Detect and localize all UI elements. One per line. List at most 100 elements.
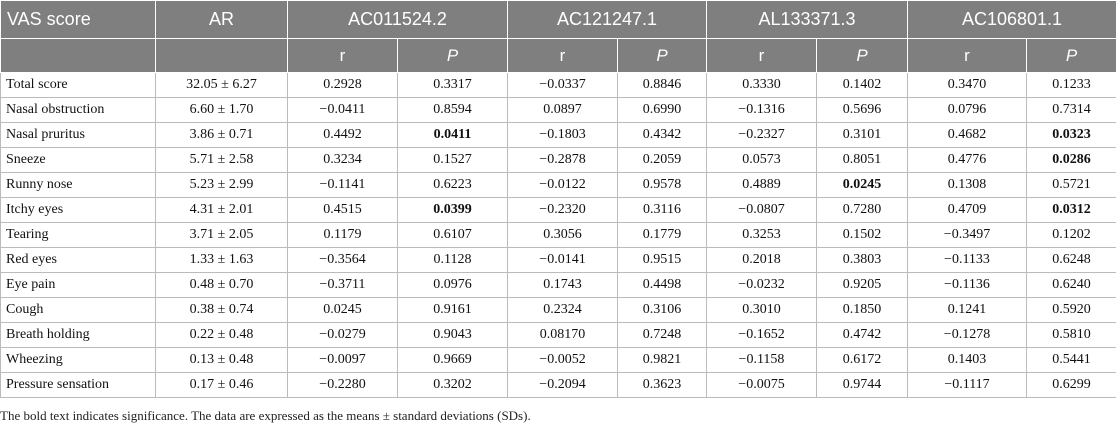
table-cell: 0.0897 bbox=[507, 97, 618, 123]
table-cell: 6.60 ± 1.70 bbox=[155, 97, 288, 123]
table-cell: 0.48 ± 0.70 bbox=[155, 272, 288, 298]
table-cell: 0.2928 bbox=[287, 72, 398, 98]
table-cell: 0.4776 bbox=[907, 147, 1027, 173]
table-cell: 0.08170 bbox=[507, 322, 618, 348]
table-cell: 0.1850 bbox=[816, 297, 908, 323]
table-cell: −0.0279 bbox=[287, 322, 398, 348]
table-cell: 0.0399 bbox=[397, 197, 508, 223]
subheader-cell: r bbox=[287, 38, 398, 73]
table-row: Wheezing 0.13 ± 0.48 −0.0097 0.9669 −0.0052 0… bbox=[0, 347, 1116, 373]
table-cell: 0.22 ± 0.48 bbox=[155, 322, 288, 348]
table-cell: 0.9744 bbox=[816, 372, 908, 398]
header-cell bbox=[0, 38, 156, 73]
table-cell: 0.6299 bbox=[1026, 372, 1116, 398]
table-cell: Breath holding bbox=[0, 322, 156, 348]
table-cell: −0.1133 bbox=[907, 247, 1027, 273]
table-cell: 0.0796 bbox=[907, 97, 1027, 123]
table-cell: 0.5441 bbox=[1026, 347, 1116, 373]
table-cell: 0.7314 bbox=[1026, 97, 1116, 123]
table-cell: 0.0245 bbox=[816, 172, 908, 198]
table-cell: 0.3317 bbox=[397, 72, 508, 98]
table-cell: −0.1117 bbox=[907, 372, 1027, 398]
table-cell: 0.3202 bbox=[397, 372, 508, 398]
table-cell: −0.3497 bbox=[907, 222, 1027, 248]
table-cell: −0.0141 bbox=[507, 247, 618, 273]
table-row: Runny nose 5.23 ± 2.99 −0.1141 0.6223 −0.012… bbox=[0, 172, 1116, 198]
table-cell: Tearing bbox=[0, 222, 156, 248]
table-cell: −0.0052 bbox=[507, 347, 618, 373]
table-cell: 0.6223 bbox=[397, 172, 508, 198]
table-row: Cough 0.38 ± 0.74 0.0245 0.9161 0.2324 0.3106… bbox=[0, 297, 1116, 323]
table-cell: 0.2059 bbox=[617, 147, 707, 173]
table-cell: 0.38 ± 0.74 bbox=[155, 297, 288, 323]
table-row: Red eyes 1.33 ± 1.63 −0.3564 0.1128 −0.0141 0… bbox=[0, 247, 1116, 273]
table-cell: Red eyes bbox=[0, 247, 156, 273]
table-cell: 0.6172 bbox=[816, 347, 908, 373]
header-cell bbox=[155, 38, 288, 73]
table-cell: 0.9043 bbox=[397, 322, 508, 348]
table-cell: 0.4682 bbox=[907, 122, 1027, 148]
table-cell: 0.6107 bbox=[397, 222, 508, 248]
table-cell: 0.3470 bbox=[907, 72, 1027, 98]
table-cell: Wheezing bbox=[0, 347, 156, 373]
table-cell: 0.3253 bbox=[706, 222, 817, 248]
table-cell: 0.1233 bbox=[1026, 72, 1116, 98]
data-table: VAS score AR AC011524.2 AC121247.1 AL133371.… bbox=[0, 0, 1116, 398]
table-cell: −0.2320 bbox=[507, 197, 618, 223]
table-cell: 0.5696 bbox=[816, 97, 908, 123]
table-cell: 0.4742 bbox=[816, 322, 908, 348]
table-cell: 0.1202 bbox=[1026, 222, 1116, 248]
table-row: Total score 32.05 ± 6.27 0.2928 0.3317 −0.03… bbox=[0, 72, 1116, 98]
table-cell: −0.2878 bbox=[507, 147, 618, 173]
table-cell: 0.3234 bbox=[287, 147, 398, 173]
table-cell: 0.4709 bbox=[907, 197, 1027, 223]
table-cell: Eye pain bbox=[0, 272, 156, 298]
header-cell: AC011524.2 bbox=[287, 0, 508, 39]
header-cell: VAS score bbox=[0, 0, 156, 39]
subheader-cell: P bbox=[1026, 38, 1116, 73]
table-cell: 0.1402 bbox=[816, 72, 908, 98]
table-cell: 3.71 ± 2.05 bbox=[155, 222, 288, 248]
table-cell: −0.0807 bbox=[706, 197, 817, 223]
table-cell: −0.0075 bbox=[706, 372, 817, 398]
table-cell: 0.1179 bbox=[287, 222, 398, 248]
table-cell: 0.4492 bbox=[287, 122, 398, 148]
table-cell: −0.1278 bbox=[907, 322, 1027, 348]
subheader-cell: P bbox=[617, 38, 707, 73]
table-cell: 0.2018 bbox=[706, 247, 817, 273]
table-cell: 0.17 ± 0.46 bbox=[155, 372, 288, 398]
table-cell: 0.1241 bbox=[907, 297, 1027, 323]
table-cell: 0.4889 bbox=[706, 172, 817, 198]
table-cell: 0.1403 bbox=[907, 347, 1027, 373]
table-cell: 0.6248 bbox=[1026, 247, 1116, 273]
table-row: Eye pain 0.48 ± 0.70 −0.3711 0.0976 0.1743 0.… bbox=[0, 272, 1116, 298]
table-cell: 0.9161 bbox=[397, 297, 508, 323]
table-cell: 0.9821 bbox=[617, 347, 707, 373]
table-cell: −0.1136 bbox=[907, 272, 1027, 298]
table-cell: 0.5810 bbox=[1026, 322, 1116, 348]
table-cell: 3.86 ± 0.71 bbox=[155, 122, 288, 148]
table-cell: 0.7248 bbox=[617, 322, 707, 348]
subheader-cell: P bbox=[397, 38, 508, 73]
table-cell: 0.0411 bbox=[397, 122, 508, 148]
table-cell: Nasal obstruction bbox=[0, 97, 156, 123]
table-cell: 0.1128 bbox=[397, 247, 508, 273]
table-cell: −0.0337 bbox=[507, 72, 618, 98]
table-cell: 0.5920 bbox=[1026, 297, 1116, 323]
subheader-cell: r bbox=[706, 38, 817, 73]
table-cell: 4.31 ± 2.01 bbox=[155, 197, 288, 223]
table-cell: −0.1141 bbox=[287, 172, 398, 198]
table-cell: 0.7280 bbox=[816, 197, 908, 223]
table-cell: 0.3330 bbox=[706, 72, 817, 98]
table-cell: −0.0122 bbox=[507, 172, 618, 198]
table-cell: 32.05 ± 6.27 bbox=[155, 72, 288, 98]
table-cell: 0.0286 bbox=[1026, 147, 1116, 173]
table-cell: 0.9669 bbox=[397, 347, 508, 373]
header-cell: AL133371.3 bbox=[706, 0, 908, 39]
table-cell: −0.1652 bbox=[706, 322, 817, 348]
table-cell: −0.1316 bbox=[706, 97, 817, 123]
subheader-cell: r bbox=[507, 38, 618, 73]
table-cell: 0.4515 bbox=[287, 197, 398, 223]
